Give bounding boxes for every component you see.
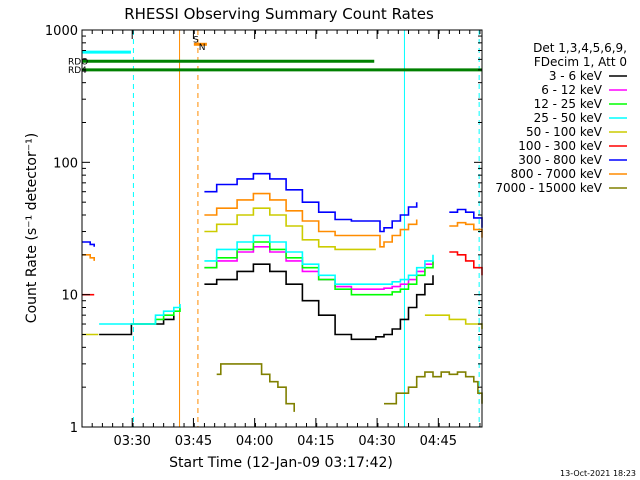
y-tick-label: 100 [53, 156, 78, 171]
legend-entry-label: 3 - 6 keV [549, 69, 603, 83]
series-line-3-0 [99, 304, 181, 325]
x-tick-label: 04:30 [358, 434, 395, 449]
series-line-7-0 [82, 254, 95, 261]
series-line-0-1 [204, 263, 434, 341]
x-axis-label: Start Time (12-Jan-09 03:17:42) [169, 455, 393, 471]
series-line-3-1 [204, 234, 434, 285]
legend-header: Det 1,3,4,5,6,9, [533, 41, 627, 55]
x-tick-label: 04:00 [236, 434, 273, 449]
flag-label-saa: S [193, 35, 199, 45]
flag-label-rd4: RD4 [68, 66, 87, 76]
y-tick-label: 10 [61, 289, 78, 304]
legend-entry-label: 25 - 50 keV [534, 111, 603, 125]
legend-entry-label: 50 - 100 keV [526, 125, 603, 139]
legend-header: FDecim 1, Att 0 [534, 55, 627, 69]
footer-date: 13-Oct-2021 18:23 [560, 469, 636, 478]
x-tick-label: 04:45 [420, 434, 457, 449]
legend-entry-label: 12 - 25 keV [534, 97, 603, 111]
series-line-4-2 [424, 314, 483, 329]
legend-entry-label: 800 - 7000 keV [511, 167, 603, 181]
flag-label-night: N [199, 43, 206, 53]
flag-label-rdo: RDO [68, 57, 88, 67]
series-line-6-1 [204, 172, 418, 233]
legend-entry-label: 300 - 800 keV [518, 153, 602, 167]
chart-title: RHESSI Observing Summary Count Rates [124, 5, 434, 23]
axes: 1 10 100 1000 03:30 03:45 04:00 04:15 04:30 04:45 [45, 24, 482, 449]
legend-entry-label: 7000 - 15000 keV [495, 181, 602, 195]
series-line-5-1 [449, 251, 483, 276]
series-line-8-0 [216, 363, 295, 412]
series-line-7-1 [204, 192, 418, 248]
legend-entry-label: 6 - 12 keV [541, 83, 603, 97]
series-line-6-0 [82, 241, 95, 247]
y-tick-label: 1 [70, 421, 78, 436]
series-line-4-1 [204, 207, 376, 251]
plot-frame [81, 29, 483, 428]
legend: Det 1,3,4,5,6,9,FDecim 1, Att 03 - 6 keV… [495, 41, 627, 195]
x-tick-label: 03:30 [113, 434, 150, 449]
y-axis-label: Count Rate (s⁻¹ detector⁻¹) [24, 133, 40, 323]
series-line-8-1 [384, 371, 483, 405]
x-tick-label: 04:15 [297, 434, 334, 449]
series-line-2-1 [204, 241, 434, 296]
legend-entry-label: 100 - 300 keV [518, 139, 602, 153]
series-line-7-2 [449, 221, 483, 238]
x-tick-label: 03:45 [175, 434, 212, 449]
series-line-6-2 [449, 208, 483, 228]
y-tick-label: 1000 [45, 24, 78, 39]
